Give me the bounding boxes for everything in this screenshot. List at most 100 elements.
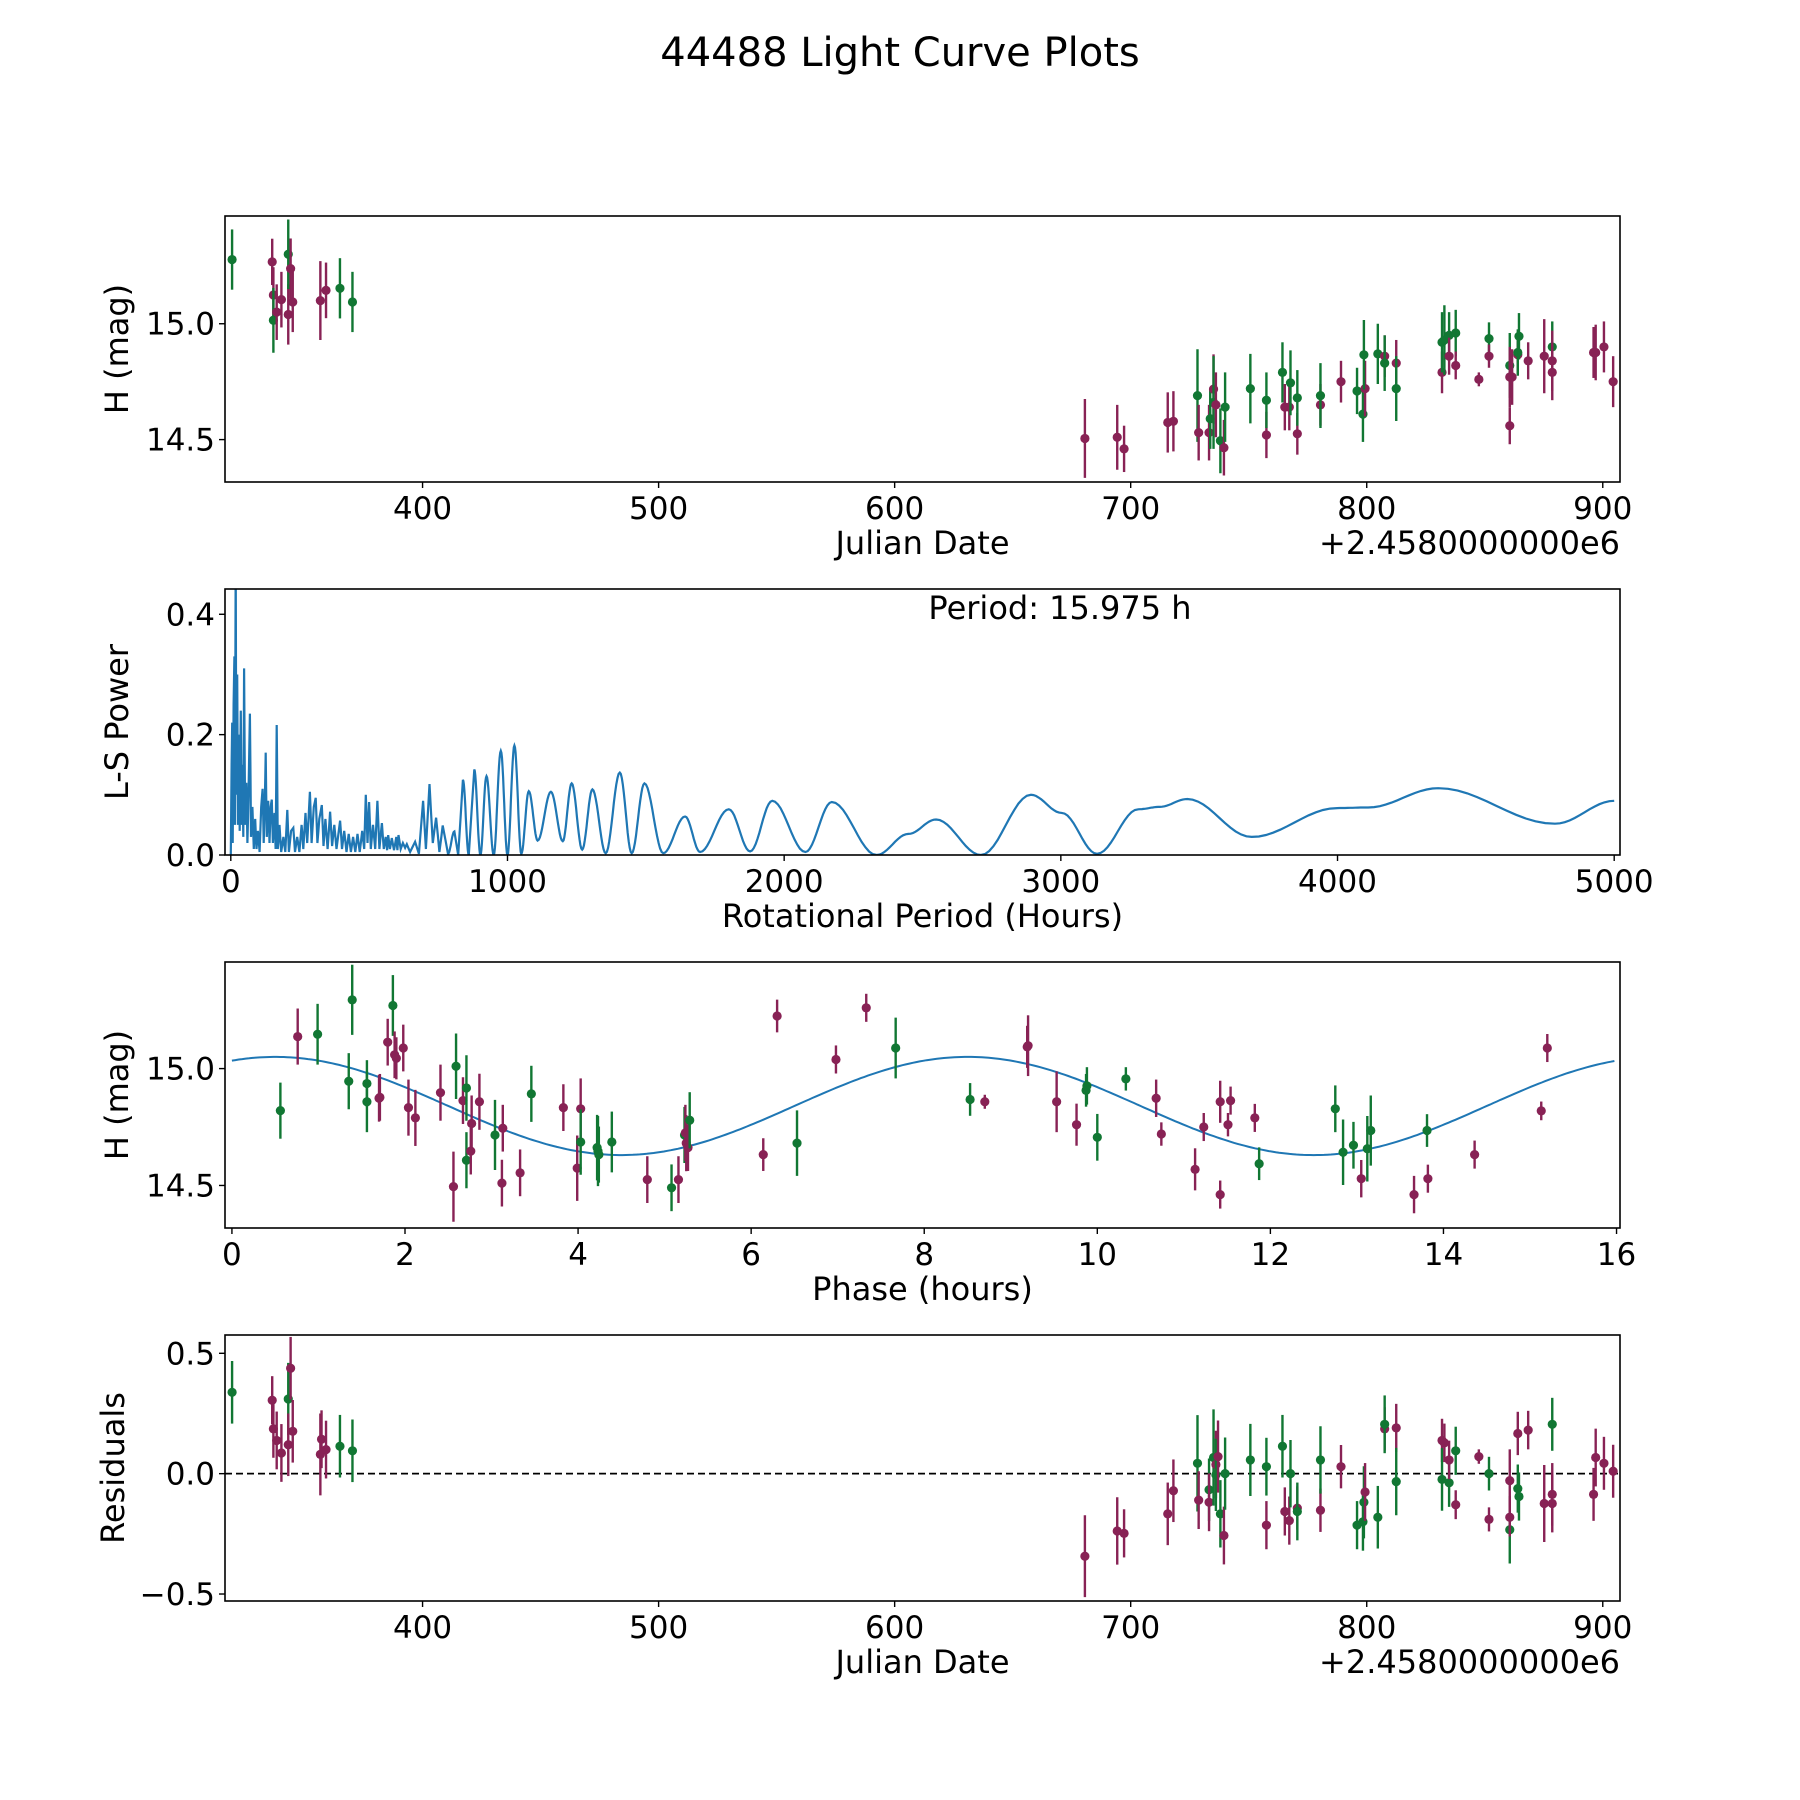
marker — [1380, 1419, 1390, 1429]
x-tick-label: 900 — [1573, 1610, 1632, 1646]
data-point — [451, 1033, 461, 1099]
marker — [1536, 1106, 1546, 1116]
marker — [467, 1118, 477, 1129]
marker — [1213, 1451, 1223, 1462]
marker — [1121, 1074, 1131, 1084]
marker — [448, 1182, 459, 1192]
data-point — [375, 1073, 385, 1121]
marker — [276, 1448, 287, 1458]
data-point — [1315, 1488, 1326, 1532]
x-axis-label: Julian Date — [833, 1643, 1009, 1681]
x-tick-label: 700 — [1101, 1610, 1160, 1646]
marker — [1484, 1514, 1494, 1524]
data-point — [980, 1094, 990, 1109]
marker — [1444, 1455, 1454, 1465]
marker — [1437, 1474, 1447, 1485]
marker — [1391, 1423, 1401, 1433]
marker — [347, 1446, 358, 1456]
marker — [267, 257, 277, 267]
marker — [1254, 1159, 1264, 1169]
marker — [1547, 1419, 1557, 1429]
data-point — [1542, 1033, 1552, 1063]
marker — [683, 1142, 693, 1153]
marker — [1261, 395, 1272, 405]
data-point — [1423, 1164, 1433, 1193]
x-tick-label: 3000 — [1021, 864, 1100, 900]
data-point — [1151, 1079, 1161, 1117]
data-point — [1591, 324, 1601, 381]
marker — [1211, 400, 1221, 410]
marker — [293, 1031, 303, 1042]
marker — [288, 1426, 298, 1436]
y-tick-label: 0.0 — [166, 838, 215, 874]
data-point — [1409, 1175, 1419, 1214]
data-point — [1254, 1147, 1264, 1181]
y-tick-label: 15.0 — [146, 1052, 215, 1088]
data-point — [1451, 1490, 1461, 1520]
data-point — [1220, 1437, 1230, 1510]
data-point — [1505, 407, 1515, 445]
marker — [403, 1103, 414, 1113]
marker — [1591, 1452, 1601, 1463]
plot-area — [227, 219, 1618, 478]
x-tick-label: 14 — [1424, 1237, 1463, 1273]
marker — [1292, 393, 1302, 403]
marker — [1599, 342, 1609, 352]
data-point — [1391, 1403, 1401, 1452]
marker — [1277, 1441, 1288, 1451]
marker — [316, 1434, 327, 1444]
marker — [831, 1054, 841, 1065]
data-point — [1484, 1507, 1494, 1532]
data-point — [288, 271, 298, 333]
marker — [1348, 1140, 1359, 1150]
data-point — [1156, 1122, 1166, 1146]
data-point — [1539, 319, 1549, 394]
data-point — [1439, 1423, 1449, 1463]
x-axis-label: Julian Date — [833, 524, 1009, 562]
marker — [410, 1113, 420, 1123]
marker — [1547, 367, 1557, 378]
marker — [1336, 1462, 1346, 1472]
data-point — [1204, 1473, 1214, 1532]
data-point — [1451, 309, 1461, 357]
marker — [772, 1011, 782, 1021]
marker — [1330, 1104, 1340, 1114]
data-point — [1380, 1395, 1390, 1454]
data-point — [1250, 1103, 1260, 1132]
data-point — [1215, 1180, 1225, 1209]
data-point — [1215, 408, 1225, 474]
marker — [347, 995, 357, 1005]
data-point — [1220, 372, 1230, 442]
data-point — [1352, 367, 1362, 415]
x-tick-label: 500 — [629, 491, 688, 527]
x-tick-label: 2 — [395, 1237, 415, 1273]
marker — [321, 285, 331, 295]
data-point — [1168, 391, 1179, 452]
data-point — [1071, 1103, 1082, 1146]
data-point — [1523, 342, 1533, 380]
marker — [1215, 1097, 1225, 1107]
marker — [1444, 351, 1454, 361]
data-point — [1591, 1428, 1601, 1487]
marker — [1380, 358, 1390, 368]
marker — [1052, 1097, 1062, 1107]
data-point — [685, 1092, 695, 1149]
x-tick-label: 4000 — [1298, 864, 1377, 900]
data-point — [1366, 1095, 1376, 1166]
data-point — [607, 1111, 617, 1173]
axes-frame — [224, 1334, 1621, 1602]
data-point — [1348, 1121, 1359, 1169]
marker — [1608, 1466, 1618, 1476]
marker — [1215, 1509, 1225, 1519]
data-point — [276, 1424, 287, 1482]
data-point — [1513, 1411, 1523, 1456]
marker — [1112, 432, 1122, 442]
marker — [275, 1106, 285, 1116]
marker — [1484, 351, 1494, 361]
marker — [1451, 328, 1461, 338]
data-point — [362, 1071, 372, 1133]
y-tick-label: 15.0 — [146, 307, 215, 343]
data-point — [1315, 363, 1326, 429]
marker — [1168, 416, 1179, 426]
